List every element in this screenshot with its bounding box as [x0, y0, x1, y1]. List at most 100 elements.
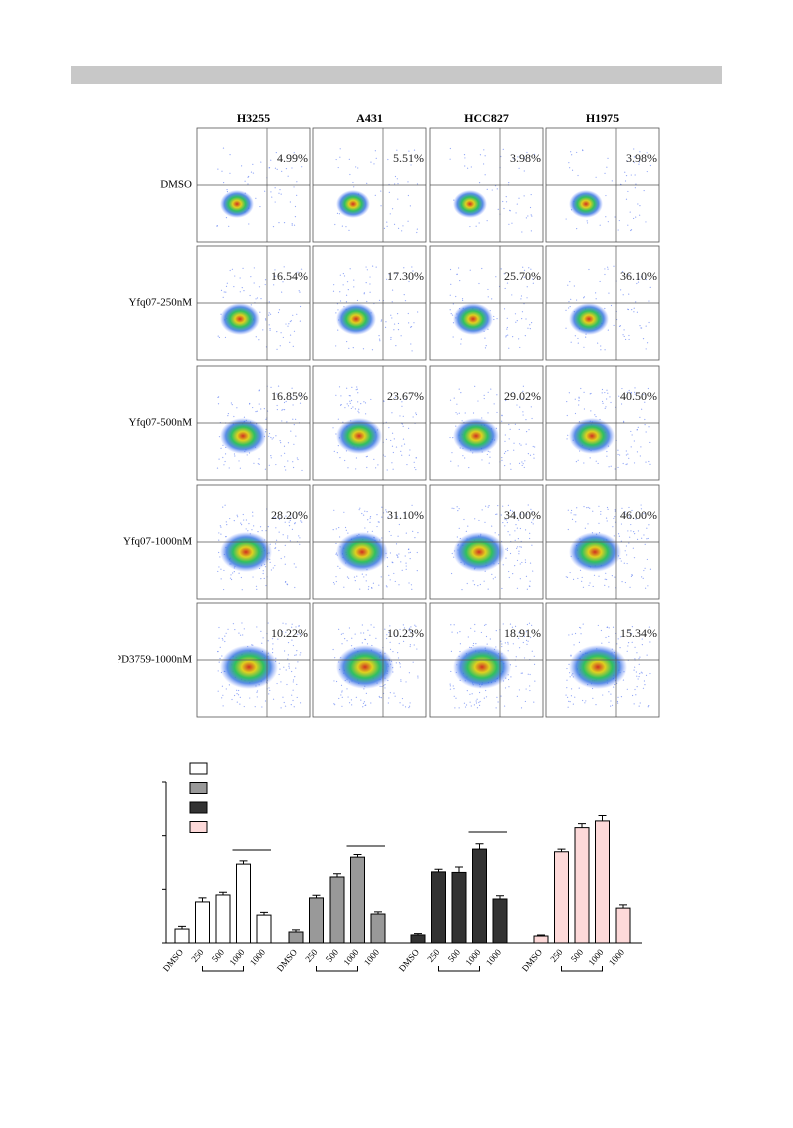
event-dot [595, 415, 597, 418]
event-dot [639, 702, 641, 704]
event-dot [387, 158, 389, 161]
event-dot [509, 428, 511, 430]
event-dot [347, 532, 349, 534]
event-dot [404, 706, 407, 708]
event-dot [367, 531, 369, 533]
event-dot [395, 635, 397, 637]
event-dot [486, 643, 488, 645]
event-dot [349, 395, 351, 397]
event-dot [459, 650, 461, 653]
event-dot [353, 576, 356, 578]
event-dot [269, 689, 271, 692]
event-dot [508, 686, 510, 688]
event-dot [278, 192, 280, 194]
bar [533, 935, 549, 944]
event-dot [296, 194, 298, 196]
event-dot [567, 284, 569, 286]
event-dot [239, 703, 241, 705]
event-dot [502, 564, 504, 566]
event-dot [634, 387, 636, 389]
event-dot [343, 275, 346, 277]
event-dot [231, 698, 233, 701]
event-dot [416, 513, 419, 515]
event-dot [622, 462, 624, 465]
event-dot [633, 148, 635, 150]
event-dot [493, 318, 495, 321]
x-tick-label: 500 [569, 947, 586, 964]
event-dot [218, 458, 220, 460]
event-dot [627, 642, 630, 644]
event-dot [356, 299, 359, 302]
event-dot [298, 535, 300, 537]
event-dot [647, 387, 650, 390]
error-bar [557, 848, 566, 852]
event-dot [526, 151, 528, 154]
event-dot [249, 402, 251, 405]
event-dot [639, 416, 641, 418]
event-dot [409, 644, 411, 646]
event-dot [370, 624, 372, 626]
event-dot [341, 643, 343, 645]
event-dot [242, 513, 244, 516]
event-dot [458, 527, 460, 529]
event-dot [385, 438, 388, 440]
event-dot [528, 622, 531, 624]
event-dot [390, 338, 392, 340]
event-dot [357, 401, 359, 403]
event-dot [264, 190, 266, 192]
event-dot [505, 399, 507, 402]
event-dot [527, 673, 529, 675]
event-dot [511, 626, 514, 628]
event-dot [238, 689, 240, 692]
event-dot [348, 577, 350, 579]
event-dot [299, 702, 302, 704]
event-dot [577, 459, 579, 461]
event-dot [607, 221, 609, 223]
event-dot [497, 208, 499, 210]
event-dot [635, 694, 637, 696]
event-dot [491, 298, 493, 300]
event-dot [253, 525, 255, 527]
event-dot [402, 640, 405, 642]
event-dot [267, 640, 269, 642]
event-dot [484, 155, 486, 157]
event-dot [389, 648, 392, 650]
density-blob [336, 532, 388, 572]
event-dot [604, 268, 606, 270]
event-dot [525, 688, 527, 690]
event-dot [566, 438, 568, 440]
event-dot [281, 409, 283, 411]
event-dot [605, 194, 607, 197]
event-dot [344, 638, 346, 640]
event-dot [520, 444, 522, 446]
event-dot [626, 688, 628, 690]
event-dot [522, 385, 524, 387]
event-dot [401, 697, 404, 700]
x-tick-label: 250 [425, 947, 442, 964]
event-dot [642, 577, 644, 579]
event-dot [586, 507, 588, 509]
event-dot [270, 569, 273, 571]
event-dot [644, 587, 647, 589]
event-dot [217, 335, 219, 337]
event-dot [627, 224, 629, 226]
event-dot [452, 685, 454, 687]
event-dot [496, 188, 498, 190]
event-dot [291, 387, 293, 389]
event-dot [618, 454, 621, 456]
event-dot [354, 633, 356, 635]
x-tick-label: 500 [324, 947, 341, 964]
event-dot [533, 453, 535, 455]
event-dot [416, 551, 418, 554]
event-dot [301, 166, 303, 168]
event-dot [644, 424, 646, 426]
event-dot [264, 279, 267, 281]
event-dot [514, 565, 516, 567]
event-dot [295, 566, 297, 568]
event-dot [406, 463, 408, 466]
event-dot [363, 293, 365, 295]
density-blob [453, 190, 487, 218]
bar [288, 931, 304, 944]
event-dot [381, 506, 383, 508]
event-dot [504, 525, 506, 527]
